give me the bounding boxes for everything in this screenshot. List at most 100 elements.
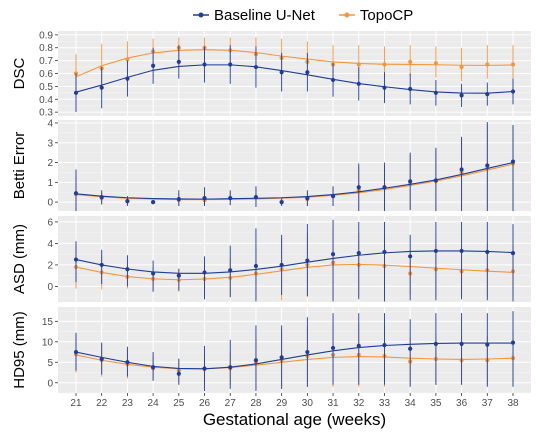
data-point bbox=[408, 179, 413, 184]
x-tick-label: 28 bbox=[250, 398, 262, 409]
x-tick-label: 21 bbox=[70, 398, 82, 409]
data-point bbox=[485, 342, 490, 347]
data-point bbox=[253, 195, 259, 200]
data-point bbox=[408, 346, 413, 351]
data-point bbox=[330, 252, 336, 257]
data-point bbox=[408, 254, 413, 259]
y-tick-label: 3 bbox=[47, 138, 53, 149]
data-point bbox=[73, 349, 79, 355]
data-point bbox=[459, 167, 464, 172]
fit-line bbox=[75, 250, 514, 274]
legend: Baseline U-Net TopoCP bbox=[193, 7, 413, 24]
data-point bbox=[202, 196, 207, 201]
data-point bbox=[253, 263, 259, 269]
legend-item-topocp: TopoCP bbox=[338, 7, 413, 24]
x-tick-label: 25 bbox=[173, 398, 185, 409]
x-tick-label: 30 bbox=[302, 398, 314, 409]
data-point bbox=[356, 81, 361, 86]
x-tick-label: 33 bbox=[379, 398, 391, 409]
data-point bbox=[125, 267, 130, 272]
data-point bbox=[279, 70, 284, 75]
data-point bbox=[279, 355, 284, 360]
data-point bbox=[151, 271, 156, 276]
legend-item-baseline: Baseline U-Net bbox=[193, 7, 316, 24]
data-point bbox=[408, 59, 413, 65]
data-point bbox=[510, 159, 516, 164]
data-point bbox=[485, 249, 490, 255]
data-point bbox=[202, 366, 207, 371]
data-point bbox=[125, 57, 130, 62]
data-point bbox=[485, 62, 490, 67]
fit-line bbox=[75, 263, 514, 281]
fit-line bbox=[75, 342, 514, 370]
x-tick-label: 34 bbox=[405, 398, 417, 409]
data-point bbox=[433, 248, 438, 254]
y-tick-label: 4 bbox=[47, 118, 53, 129]
data-point bbox=[253, 64, 259, 70]
data-point bbox=[510, 250, 516, 256]
y-axis-label: DSC bbox=[11, 57, 28, 89]
x-tick-label: 36 bbox=[456, 398, 468, 409]
y-tick-label: 0.5 bbox=[39, 82, 53, 93]
x-tick-label: 31 bbox=[327, 398, 339, 409]
data-point bbox=[228, 268, 233, 273]
x-tick-label: 23 bbox=[122, 398, 134, 409]
data-point bbox=[228, 62, 233, 67]
data-point bbox=[408, 86, 413, 92]
data-point bbox=[485, 92, 490, 97]
y-tick-label: 2 bbox=[47, 260, 53, 271]
data-point bbox=[279, 199, 284, 205]
data-point bbox=[176, 273, 181, 278]
fit-line bbox=[75, 354, 514, 370]
y-tick-label: 0.9 bbox=[39, 30, 53, 41]
fit-line bbox=[75, 64, 514, 94]
y-tick-label: 5 bbox=[47, 358, 53, 369]
y-axis-label: HD95 (mm) bbox=[11, 311, 28, 389]
panel-3: 0 2 4 6 ASD (mm) bbox=[11, 216, 531, 302]
legend-point-swatch bbox=[344, 12, 350, 18]
data-point bbox=[125, 76, 130, 81]
data-point bbox=[330, 77, 336, 83]
x-tick-label: 24 bbox=[148, 398, 160, 409]
y-tick-label: 0.6 bbox=[39, 69, 53, 80]
data-point bbox=[151, 199, 156, 205]
data-point bbox=[459, 93, 464, 98]
x-tick-label: 22 bbox=[96, 398, 108, 409]
y-tick-label: 0 bbox=[47, 282, 53, 293]
panel-background bbox=[58, 120, 531, 211]
data-point bbox=[228, 196, 233, 201]
data-point bbox=[459, 341, 464, 346]
data-point bbox=[485, 163, 490, 168]
data-point bbox=[279, 262, 284, 268]
data-point bbox=[382, 62, 387, 67]
series-baseline bbox=[73, 311, 516, 391]
data-point bbox=[125, 360, 130, 365]
data-point bbox=[305, 258, 310, 263]
data-point bbox=[459, 248, 464, 254]
y-tick-label: 1 bbox=[47, 178, 53, 189]
data-point bbox=[510, 62, 516, 67]
x-tick-label: 29 bbox=[276, 398, 288, 409]
data-point bbox=[202, 62, 207, 67]
data-point bbox=[176, 197, 181, 202]
panel-2: 0 1 2 3 4 Betti Error bbox=[11, 118, 531, 211]
x-tick-label: 38 bbox=[507, 398, 519, 409]
data-point bbox=[253, 358, 259, 363]
fit-line bbox=[75, 49, 514, 78]
data-point bbox=[99, 262, 104, 268]
y-tick-label: 0.8 bbox=[39, 43, 53, 54]
panel-background bbox=[58, 307, 531, 393]
data-point bbox=[356, 343, 361, 349]
data-point bbox=[459, 64, 464, 70]
data-point bbox=[382, 249, 387, 255]
panel-1: 0.3 0.4 0.5 0.6 0.7 0.8 0.9 DSC bbox=[11, 30, 531, 119]
y-tick-label: 0 bbox=[47, 198, 53, 209]
fit-line bbox=[75, 161, 514, 200]
data-point bbox=[433, 61, 438, 66]
data-point bbox=[433, 178, 438, 183]
y-tick-label: 6 bbox=[47, 217, 53, 228]
data-point bbox=[176, 371, 181, 376]
y-tick-label: 10 bbox=[42, 337, 54, 348]
data-point bbox=[356, 62, 361, 67]
